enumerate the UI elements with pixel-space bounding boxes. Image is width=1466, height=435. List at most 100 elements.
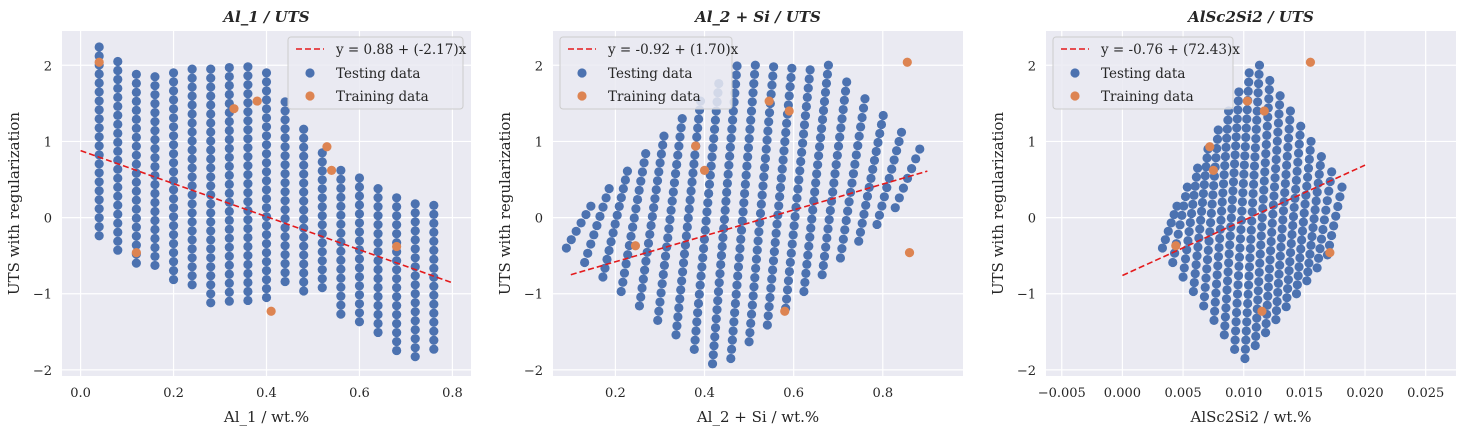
testing-point (1248, 198, 1258, 208)
testing-point (243, 71, 253, 81)
testing-point (1163, 226, 1173, 236)
testing-point (847, 178, 857, 188)
x-tick-label: 0.6 (349, 386, 370, 401)
testing-point (1227, 204, 1237, 214)
testing-point (1213, 125, 1223, 135)
testing-point (187, 82, 197, 92)
testing-point (602, 254, 612, 264)
testing-point (813, 160, 823, 170)
testing-point (187, 100, 197, 110)
testing-point (1253, 97, 1263, 107)
testing-point (1282, 160, 1292, 171)
testing-point (113, 236, 123, 246)
testing-point (1172, 201, 1182, 211)
testing-point (1251, 322, 1261, 332)
testing-point (620, 175, 630, 185)
y-tick-label: −1 (33, 288, 52, 303)
testing-point (1252, 313, 1262, 323)
testing-point (113, 227, 123, 237)
testing-point (336, 264, 346, 274)
testing-point (1201, 162, 1211, 172)
testing-point (815, 133, 826, 143)
testing-point (1249, 170, 1259, 180)
testing-point (812, 169, 822, 179)
legend-label: y = -0.92 + (1.70)x (607, 42, 739, 58)
testing-point (1210, 306, 1220, 316)
testing-point (187, 91, 197, 101)
testing-point (743, 143, 754, 153)
testing-point (1313, 253, 1324, 263)
testing-point (791, 202, 801, 212)
testing-point (410, 334, 420, 344)
testing-point (784, 266, 795, 277)
testing-point (224, 62, 234, 73)
testing-point (1208, 190, 1218, 200)
testing-point (763, 126, 773, 136)
testing-point (835, 132, 845, 142)
testing-point (731, 289, 741, 299)
testing-point (1249, 161, 1260, 171)
testing-point (1324, 240, 1335, 250)
testing-point (1205, 227, 1215, 237)
testing-point (810, 187, 820, 197)
testing-point (750, 272, 760, 283)
testing-point (583, 248, 593, 258)
training-point (392, 241, 402, 252)
testing-point (1255, 258, 1265, 268)
legend-label: Training data (336, 89, 429, 105)
testing-point (94, 186, 104, 196)
testing-point (1312, 187, 1322, 197)
testing-point (859, 209, 869, 219)
testing-point (336, 219, 346, 229)
testing-point (168, 95, 179, 105)
testing-point (1278, 206, 1289, 216)
testing-point (373, 318, 383, 329)
testing-point (823, 60, 834, 70)
testing-point (612, 210, 622, 220)
x-tick-label: −0.005 (1038, 386, 1086, 401)
testing-point (862, 191, 873, 201)
testing-point (1305, 145, 1315, 155)
testing-point (373, 264, 383, 275)
testing-point (1304, 154, 1314, 164)
testing-point (636, 292, 646, 302)
testing-point (206, 145, 216, 155)
testing-point (1225, 240, 1235, 250)
x-tick-label: 0.0 (70, 386, 91, 401)
testing-point (354, 272, 365, 282)
testing-point (674, 303, 684, 313)
testing-point (1329, 221, 1339, 231)
testing-point (1229, 159, 1240, 169)
testing-point (832, 150, 842, 161)
testing-point (429, 236, 439, 246)
testing-point (666, 205, 676, 215)
testing-point (586, 201, 596, 211)
testing-point (1302, 276, 1312, 286)
training-point (266, 306, 276, 316)
testing-point (776, 173, 786, 183)
testing-point (113, 191, 123, 201)
testing-point (168, 158, 179, 168)
testing-point (746, 318, 756, 328)
testing-point (767, 274, 777, 284)
x-tick-label: 0.8 (442, 386, 463, 401)
testing-point (1222, 285, 1232, 295)
testing-point (850, 159, 860, 169)
testing-point (817, 114, 828, 125)
legend-box (559, 36, 733, 110)
legend-testing-swatch (577, 68, 587, 78)
testing-point (1294, 262, 1304, 272)
testing-point (1221, 294, 1232, 304)
testing-point (710, 323, 721, 333)
testing-point (373, 184, 383, 194)
testing-point (187, 127, 197, 137)
testing-point (187, 280, 197, 290)
x-tick-label: 0.005 (1164, 386, 1201, 401)
x-tick-label: 0.020 (1346, 386, 1383, 401)
testing-point (1232, 123, 1242, 133)
testing-point (336, 183, 346, 193)
testing-point (598, 272, 608, 282)
testing-point (1263, 282, 1273, 292)
testing-point (187, 181, 197, 191)
testing-point (280, 214, 290, 224)
